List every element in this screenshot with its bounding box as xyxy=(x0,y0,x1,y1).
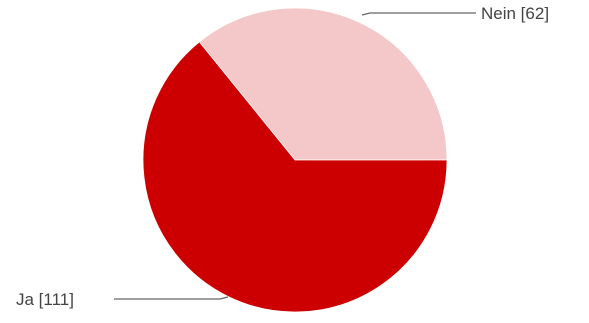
leader-line-ja xyxy=(114,296,229,300)
slice-label-nein: Nein [62] xyxy=(481,4,549,23)
leader-line-nein xyxy=(361,12,476,16)
slices-layer xyxy=(142,7,448,313)
pie-slice-ja xyxy=(142,41,448,313)
slice-label-ja: Ja [111] xyxy=(16,290,74,309)
pie-slice-nein xyxy=(198,7,448,161)
labels-layer: Nein [62] Ja [111] xyxy=(16,4,549,309)
